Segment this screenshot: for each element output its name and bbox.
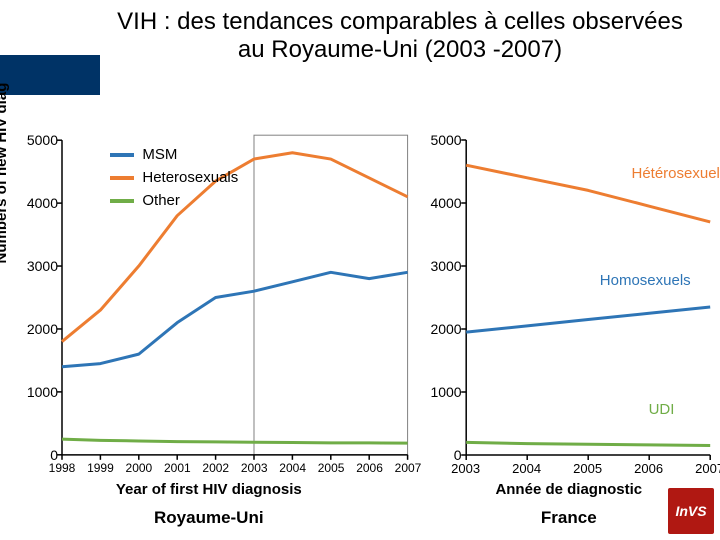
series-annotation: Hétérosexuels [632,165,720,182]
series-Homosexuels [466,307,710,332]
charts-container: Numbers of new HIV diag 0100020003000400… [0,135,720,540]
x-tick-label: 2004 [279,461,306,475]
chart-uk: Numbers of new HIV diag 0100020003000400… [0,135,418,540]
series-annotation: Homosexuels [600,272,691,289]
legend-item: MSM [110,146,238,163]
x-tick-label: 2001 [164,461,191,475]
series-annotation: UDI [649,401,675,418]
x-tick-label: 2005 [318,461,345,475]
legend-label: Other [142,192,180,209]
x-tick-label: 2002 [202,461,229,475]
header-accent-bar [0,55,100,95]
chart-france: 0100020003000400050002003200420052006200… [418,135,720,540]
x-tick-label: 1998 [49,461,76,475]
y-tick-label: 2000 [27,321,58,337]
x-tick-label: 2004 [512,461,541,476]
legend-swatch [110,153,134,157]
chart-legend: MSM Heterosexuals Other [110,146,238,215]
x-tick-label: 2006 [634,461,663,476]
y-tick-label: 5000 [27,132,58,148]
y-tick-label: 1000 [27,384,58,400]
y-tick-label: 2000 [430,321,461,337]
legend-swatch [110,199,134,203]
legend-item: Heterosexuals [110,169,238,186]
country-label-uk: Royaume-Uni [0,508,418,528]
page-title: VIH : des tendances comparables à celles… [110,8,690,63]
x-axis-label: Year of first HIV diagnosis [0,481,418,498]
y-tick-label: 3000 [27,258,58,274]
invs-logo: InVS [668,488,714,534]
legend-label: MSM [142,146,177,163]
x-tick-label: 2000 [126,461,153,475]
x-tick-label: 2005 [573,461,602,476]
y-axis-label: Numbers of new HIV diag [0,83,10,264]
legend-swatch [110,176,134,180]
y-tick-label: 4000 [430,195,461,211]
y-tick-label: 4000 [27,195,58,211]
x-tick-label: 2006 [356,461,383,475]
chart-france-plot: 0100020003000400050002003200420052006200… [466,140,710,455]
y-tick-label: 5000 [430,132,461,148]
chart-uk-plot: 0100020003000400050001998199920002001200… [62,140,408,455]
x-tick-label: 1999 [87,461,114,475]
y-tick-label: 1000 [430,384,461,400]
x-tick-label: 2003 [241,461,268,475]
y-tick-label: 3000 [430,258,461,274]
x-tick-label: 2007 [695,461,720,476]
x-tick-label: 2003 [451,461,480,476]
series-UDI [466,442,710,445]
legend-label: Heterosexuals [142,169,238,186]
legend-item: Other [110,192,238,209]
